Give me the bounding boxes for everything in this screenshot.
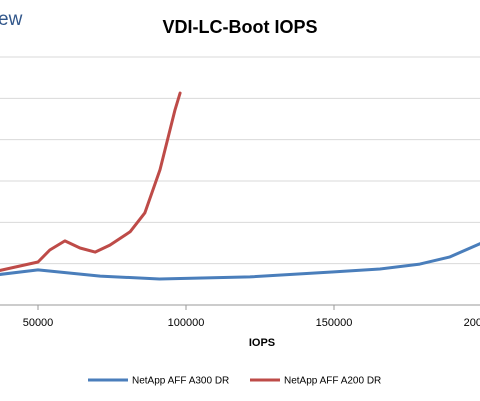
chart-title: VDI-LC-Boot IOPS [163, 17, 318, 37]
x-tick-label: 200000 [464, 317, 480, 329]
watermark: ew [0, 9, 23, 30]
data-line [0, 91, 182, 273]
x-tick-label: 150000 [316, 317, 353, 329]
legend-label: NetApp AFF A200 DR [284, 376, 381, 387]
legend-label: NetApp AFF A300 DR [132, 376, 229, 387]
x-tick-label: 50000 [23, 317, 54, 329]
data-line [0, 242, 480, 281]
x-axis-title: IOPS [249, 337, 275, 349]
x-tick-label: 100000 [168, 317, 205, 329]
